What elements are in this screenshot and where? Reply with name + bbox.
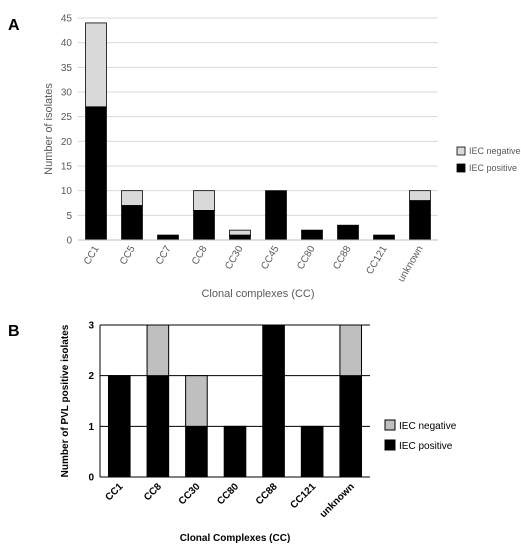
x-tick-label: CC88	[254, 481, 280, 507]
y-tick-label: 3	[88, 321, 94, 332]
bar-unknown-iec-negative	[409, 190, 431, 201]
bar-cc80-iec-positive	[223, 425, 247, 478]
x-tick-label: CC1	[103, 481, 125, 503]
legend-swatch-iec-negative	[456, 146, 466, 156]
bar-cc80-iec-positive	[301, 229, 323, 241]
x-tick-label: CC8	[142, 481, 164, 503]
x-tick-label: unknown	[396, 244, 426, 284]
y-tick-label: 1	[88, 422, 94, 433]
panel-b-letter: B	[8, 323, 20, 340]
x-tick-label: CC30	[223, 244, 246, 272]
y-tick-label: 0	[66, 236, 72, 247]
x-tick-label: CC5	[118, 244, 138, 267]
y-tick-label: 2	[88, 371, 94, 382]
bar-unknown-iec-positive	[339, 375, 363, 478]
x-tick-label: CC30	[177, 481, 203, 507]
bar-cc5-iec-positive	[121, 205, 143, 241]
bar-cc1-iec-positive	[107, 375, 131, 478]
bar-cc121-iec-positive	[300, 425, 324, 478]
bar-cc30-iec-negative	[229, 229, 251, 236]
bar-cc8-iec-negative	[146, 324, 170, 377]
x-tick-label: CC80	[215, 481, 241, 507]
bar-cc45-iec-positive	[265, 190, 287, 241]
y-tick-label: 5	[66, 211, 72, 222]
y-tick-label: 25	[61, 112, 73, 123]
x-tick-label: CC7	[154, 244, 174, 267]
y-tick-label: 30	[61, 88, 73, 99]
bar-cc5-iec-negative	[121, 190, 143, 206]
bar-cc8-iec-positive	[146, 375, 170, 478]
bar-cc30-iec-positive	[229, 234, 251, 241]
bar-cc88-iec-positive	[337, 224, 359, 241]
chart-a: 0 5 10 15 20 25 30 35 40 45 CC1 CC5 CC7 CC8 CC30 CC45 CC…	[43, 14, 521, 301]
x-axis-title: Clonal Complexes (CC)	[180, 533, 291, 544]
chart-b: 0 1 2 3 CC1 CC8 CC30 CC80 CC88 CC121 unknown Clonal…	[60, 321, 457, 545]
bar-cc7-iec-positive	[157, 234, 179, 241]
bar-cc1-iec-positive	[85, 106, 107, 241]
x-tick-label: CC80	[295, 244, 318, 272]
bar-cc1-iec-negative	[85, 22, 107, 108]
legend-label-iec-positive: IEC positive	[469, 163, 517, 173]
x-tick-label: CC121	[365, 244, 390, 277]
y-tick-label: 45	[61, 14, 73, 25]
legend-swatch-iec-positive	[456, 163, 466, 173]
legend-label-iec-positive: IEC positive	[399, 441, 453, 452]
y-tick-label: 15	[61, 162, 73, 173]
legend-label-iec-negative: IEC negative	[399, 421, 457, 432]
x-axis-title: Clonal complexes (CC)	[201, 288, 314, 300]
x-tick-label: unknown	[318, 481, 357, 520]
y-tick-label: 35	[61, 63, 73, 74]
bar-cc8-iec-positive	[193, 209, 215, 241]
legend-label-iec-negative: IEC negative	[469, 146, 521, 156]
y-tick-label: 10	[61, 186, 73, 197]
x-tick-label: CC8	[190, 244, 210, 267]
bar-unknown-iec-positive	[409, 200, 431, 241]
y-tick-label: 40	[61, 38, 73, 49]
y-axis-title: Number of isolates	[43, 83, 55, 175]
x-tick-label: CC45	[259, 244, 282, 272]
bar-unknown-iec-negative	[339, 324, 363, 377]
bar-cc121-iec-positive	[373, 234, 395, 241]
x-tick-label: CC1	[82, 244, 102, 267]
legend-swatch-iec-positive	[384, 439, 396, 451]
y-axis-title: Number of PVL positive isolates	[60, 324, 71, 477]
legend-swatch-iec-negative	[384, 419, 396, 431]
bar-cc30-iec-negative	[185, 375, 208, 427]
bar-cc88-iec-positive	[262, 324, 285, 478]
y-tick-label: 0	[88, 473, 94, 484]
panel-a-letter: A	[8, 17, 20, 34]
x-tick-label: CC121	[288, 481, 318, 511]
x-tick-label: CC88	[331, 244, 354, 272]
bar-cc8-iec-negative	[193, 190, 215, 211]
y-tick-label: 20	[61, 137, 73, 148]
bar-cc30-iec-positive	[185, 425, 208, 478]
